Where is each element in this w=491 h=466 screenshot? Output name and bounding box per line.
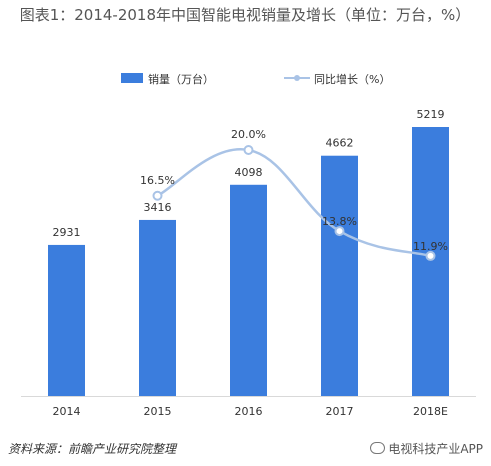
wechat-icon: [370, 442, 386, 454]
growth-value-label-2016: 20.0%: [231, 128, 266, 141]
growth-point-2015: [152, 190, 163, 201]
bar-value-label-2014: 2931: [53, 226, 81, 239]
growth-line: [156, 148, 431, 258]
bar-value-label-2015: 3416: [144, 201, 172, 214]
growth-value-label-2015: 16.5%: [140, 174, 175, 187]
bar-2014: [48, 244, 85, 396]
source-note: 资料来源：前瞻产业研究院整理: [8, 442, 177, 456]
bar-value-label-2017: 4662: [326, 137, 354, 150]
x-tick-label-2017: 2017: [326, 405, 354, 418]
chart-title: 图表1：2014-2018年中国智能电视销量及增长（单位：万台，%）: [19, 6, 471, 24]
bar-2017: [321, 155, 358, 396]
bar-2016: [230, 184, 267, 396]
x-tick-label-2014: 2014: [53, 405, 81, 418]
growth-value-label-2018E: 11.9%: [413, 240, 448, 253]
bar-2018E: [412, 127, 449, 396]
growth-point-2016: [243, 145, 254, 155]
growth-point-2017: [334, 226, 345, 237]
growth-value-label-2017: 13.8%: [322, 215, 357, 228]
x-tick-label-2016: 2016: [235, 405, 263, 418]
growth-point-2018E: [425, 250, 436, 261]
x-tick-label-2015: 2015: [144, 405, 172, 418]
legend-bar-swatch: [121, 73, 143, 83]
legend: 销量（万台） 同比增长（%）: [0, 70, 491, 88]
legend-line-label: 同比增长（%）: [314, 73, 391, 86]
legend-bar-label: 销量（万台）: [148, 73, 214, 86]
bar-value-label-2016: 4098: [235, 166, 263, 179]
brand-footer: 电视科技产业APP: [370, 440, 483, 457]
brand-label: 电视科技产业APP: [388, 442, 483, 456]
legend-line-swatch: [284, 75, 310, 81]
bar-2015: [139, 219, 176, 396]
x-tick-label-2018E: 2018E: [413, 405, 448, 418]
bar-value-label-2018E: 5219: [417, 108, 445, 121]
